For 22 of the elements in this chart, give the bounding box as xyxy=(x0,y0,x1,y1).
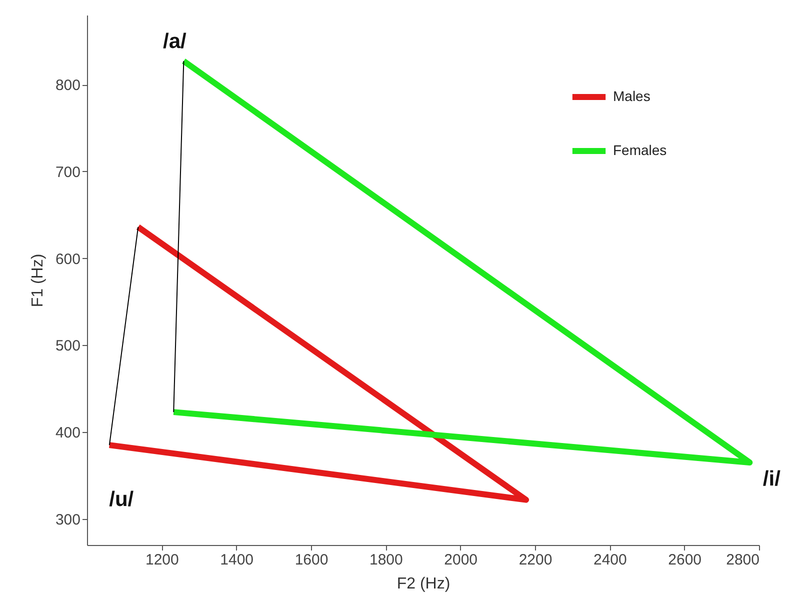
y-tick-label: 500 xyxy=(55,338,80,355)
y-tick-label: 600 xyxy=(55,250,80,268)
x-tick-label: 2800 xyxy=(726,552,760,568)
x-tick-label: 1400 xyxy=(220,552,254,568)
x-tick-label: 2400 xyxy=(593,552,627,568)
y-tick-label: 800 xyxy=(55,77,80,94)
legend-label: Females xyxy=(613,142,667,158)
x-tick-label: 2200 xyxy=(518,552,552,568)
x-axis-title: F2 (Hz) xyxy=(396,576,450,592)
legend-label: Males xyxy=(613,88,650,104)
annotation: /u/ xyxy=(109,488,134,512)
y-tick-label: 300 xyxy=(55,511,80,528)
y-axis-title: F1 (Hz) xyxy=(29,254,46,308)
y-tick-label: 700 xyxy=(55,164,80,181)
annotation: /i/ xyxy=(762,467,781,490)
y-tick-label: 400 xyxy=(55,424,80,442)
x-tick-label: 1600 xyxy=(294,552,328,568)
x-tick-label: 2000 xyxy=(444,552,478,568)
x-tick-label: 2600 xyxy=(668,552,702,568)
annotation: /a/ xyxy=(163,30,187,54)
x-tick-label: 1200 xyxy=(145,552,179,568)
x-tick-label: 1800 xyxy=(369,552,403,568)
